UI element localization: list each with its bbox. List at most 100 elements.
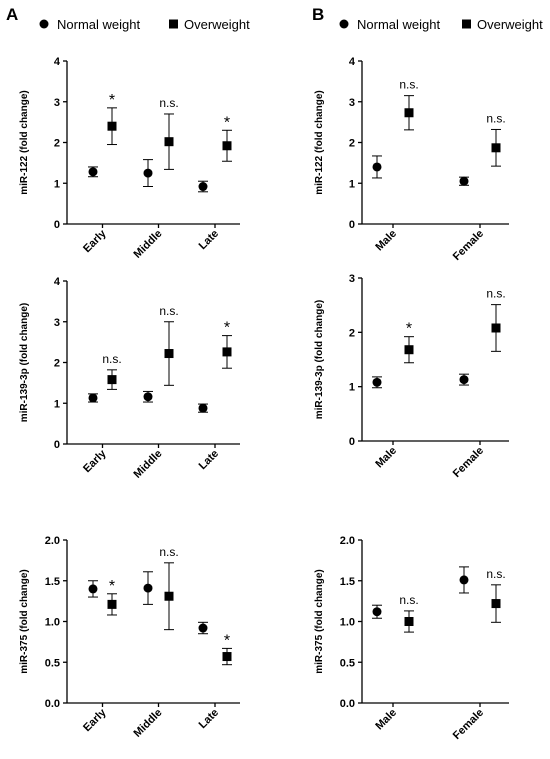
significance-label: n.s. [399,593,418,607]
panel-label-b: B [312,5,324,24]
plot-3: 0 1 2 3 4 miR-139-3p (fold change) Early n.s. Mi… [19,276,240,481]
x-tick-label: Middle [131,707,164,740]
significance-label: n.s. [486,567,505,581]
y-tick-label: 3 [349,97,355,109]
y-tick-label: 0.5 [340,657,355,669]
data-point-normal-weight [459,375,469,385]
significance-label: * [224,632,230,649]
data-point-overweight [107,375,117,385]
y-tick-label: 0 [54,219,60,231]
y-tick-label: 2 [54,358,60,370]
plot-1: 0 1 2 3 4 miR-122 (fold change) Early * Middle n.… [19,56,240,261]
panel-label-a: A [6,5,18,24]
legend-label-normal-weight: Normal weight [57,17,140,32]
x-tick-label: Female [451,445,486,480]
y-tick-label: 3 [54,317,60,329]
y-tick-label: 3 [54,97,60,109]
legend-label-normal-weight: Normal weight [357,17,440,32]
data-point-overweight [491,599,501,609]
y-axis-label: miR-139-3p (fold change) [19,303,30,422]
y-tick-label: 3 [349,273,355,285]
x-tick-label: Middle [131,228,164,261]
plot-4: 0 1 2 3 miR-139-3p (fold change) Male * Female n… [314,273,509,480]
data-point-overweight [404,617,414,626]
y-tick-label: 1.5 [340,576,355,588]
data-point-overweight [107,121,117,131]
data-point-overweight [107,599,117,609]
x-tick-label: Middle [131,448,164,481]
y-tick-label: 4 [54,276,61,288]
y-tick-label: 4 [349,56,356,68]
legend-b: Normal weight Overweight [339,17,543,32]
x-tick-label: Late [197,448,221,472]
significance-label: * [224,114,230,131]
y-tick-label: 1.0 [340,617,355,629]
y-tick-label: 0.5 [45,657,60,669]
y-axis-label: miR-122 (fold change) [314,90,325,194]
y-tick-label: 1 [54,178,60,190]
data-point-overweight [222,347,232,357]
data-point-overweight [164,591,174,601]
data-point-normal-weight [372,607,382,617]
y-tick-label: 1.0 [45,617,60,629]
x-tick-label: Early [81,706,109,734]
x-tick-label: Early [81,447,109,475]
legend-square-marker [169,19,178,29]
data-point-normal-weight [459,575,469,585]
significance-label: * [109,92,115,109]
x-tick-label: Male [373,445,399,471]
y-tick-label: 4 [54,56,61,68]
y-tick-label: 0.0 [340,698,355,710]
significance-label: n.s. [486,111,505,125]
legend-a: Normal weight Overweight [39,17,250,32]
x-tick-label: Male [373,228,399,254]
y-tick-label: 0 [54,439,60,451]
y-tick-label: 2 [54,138,60,150]
plot-5: 0.0 0.5 1.0 1.5 2.0 miR-375 (fold change) Earl… [19,535,240,740]
data-point-overweight [491,143,501,153]
significance-label: n.s. [102,352,121,366]
legend-label-overweight: Overweight [184,17,250,32]
significance-label: n.s. [159,96,178,110]
data-point-overweight [404,345,414,355]
legend-circle-marker [39,19,49,29]
y-tick-label: 1.5 [45,576,60,588]
data-point-normal-weight [143,168,153,178]
plots: 0 1 2 3 4 miR-122 (fold change) Early * Middle n.… [19,56,509,742]
significance-label: n.s. [159,304,178,318]
y-tick-label: 2.0 [45,535,60,547]
legend-label-overweight: Overweight [477,17,543,32]
y-tick-label: 0 [349,219,355,231]
data-point-normal-weight [88,167,98,177]
significance-label: * [224,320,230,337]
significance-label: n.s. [399,78,418,92]
data-point-normal-weight [372,377,382,387]
data-point-normal-weight [143,392,153,402]
significance-label: * [109,578,115,595]
legend-square-marker [462,19,471,29]
x-tick-label: Early [81,227,109,255]
data-point-overweight [164,349,174,359]
y-tick-label: 2 [349,327,355,339]
y-tick-label: 0 [349,436,355,448]
y-tick-label: 2.0 [340,535,355,547]
data-point-overweight [404,108,414,118]
data-point-normal-weight [198,403,208,413]
data-point-normal-weight [372,162,382,172]
y-axis-label: miR-375 (fold change) [19,569,30,673]
significance-label: * [406,321,412,338]
data-point-normal-weight [88,393,98,403]
data-point-normal-weight [198,623,208,633]
x-tick-label: Female [451,707,486,742]
plot-2: 0 1 2 3 4 miR-122 (fold change) Male n.s. Female… [314,56,509,263]
significance-label: n.s. [159,545,178,559]
data-point-normal-weight [88,584,98,594]
plot-6: 0.0 0.5 1.0 1.5 2.0 miR-375 (fold change) Male… [314,535,509,742]
y-tick-label: 0.0 [45,698,60,710]
y-tick-label: 1 [349,382,355,394]
x-tick-label: Female [451,228,486,263]
y-axis-label: miR-122 (fold change) [19,90,30,194]
y-axis-label: miR-375 (fold change) [314,569,325,673]
